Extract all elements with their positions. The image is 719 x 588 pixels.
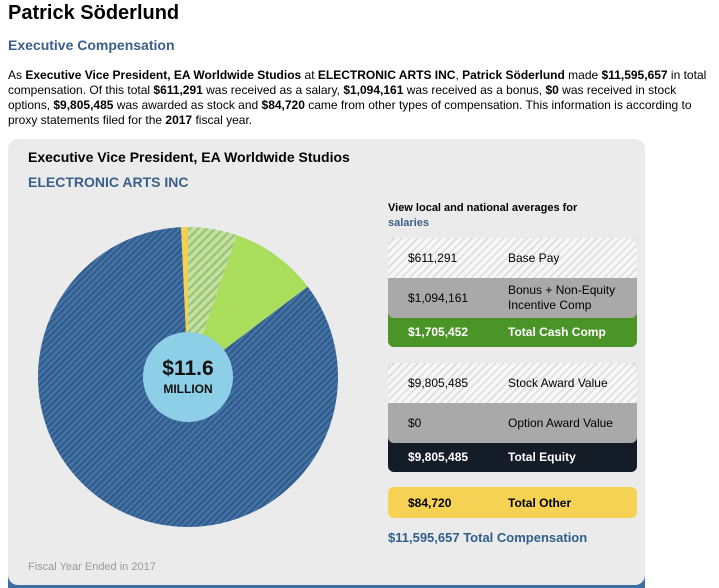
summary-total: $11,595,657 [601, 68, 668, 82]
bonus-row: $1,094,161 Bonus + Non-Equity Incentive … [388, 278, 637, 318]
summary-text: was awarded as stock and [113, 98, 262, 112]
section-heading: Executive Compensation [8, 37, 175, 53]
summary-company: ELECTRONIC ARTS INC [317, 68, 456, 82]
total-other-row: $84,720 Total Other [388, 487, 637, 518]
salaries-link[interactable]: salaries [388, 217, 429, 229]
option-award-label: Option Award Value [508, 415, 613, 430]
bonus-value: $1,094,161 [408, 290, 469, 305]
summary-text: at [301, 68, 318, 82]
card-job-title: Executive Vice President, EA Worldwide S… [28, 149, 350, 165]
total-compensation-value: $11,595,657 [388, 530, 460, 545]
averages-prompt-text: View local and national averages for [388, 202, 578, 214]
total-equity-row: $9,805,485 Total Equity [388, 443, 637, 472]
summary-text: was received as a bonus, [403, 83, 546, 97]
total-equity-value: $9,805,485 [408, 450, 469, 464]
card-company: ELECTRONIC ARTS INC [28, 174, 189, 190]
summary-text: , [455, 68, 463, 82]
total-compensation-label: Total Compensation [463, 530, 588, 545]
total-compensation: $11,595,657 Total Compensation [388, 530, 587, 546]
total-cash-row: $1,705,452 Total Cash Comp [388, 318, 637, 347]
pie-center-value: $11.6 [162, 357, 213, 380]
summary-text: made [564, 68, 602, 82]
summary-text: fiscal year. [192, 113, 253, 127]
stock-award-label: Stock Award Value [508, 375, 608, 390]
averages-prompt: View local and national averages for sal… [388, 201, 608, 231]
compensation-summary: As Executive Vice President, EA Worldwid… [8, 68, 714, 128]
person-name-title: Patrick Söderlund [8, 2, 180, 24]
summary-stock: $9,805,485 [53, 98, 114, 112]
summary-text: came from other types of compensation. T… [8, 98, 692, 127]
equity-compensation-table: $9,805,485 Stock Award Value $0 Option A… [388, 363, 637, 472]
stock-award-row: $9,805,485 Stock Award Value [388, 363, 637, 403]
total-other-value: $84,720 [408, 495, 452, 510]
total-cash-label: Total Cash Comp [508, 325, 606, 339]
option-award-value: $0 [408, 415, 422, 430]
total-equity-label: Total Equity [508, 450, 576, 464]
pie-center-circle [143, 332, 233, 422]
pie-center-unit: MILLION [163, 382, 212, 396]
stock-award-value: $9,805,485 [408, 375, 469, 390]
summary-person: Patrick Söderlund [462, 68, 565, 82]
pie-slice-bonus [188, 235, 308, 377]
summary-bonus: $1,094,161 [343, 83, 404, 97]
summary-other: $84,720 [261, 98, 305, 112]
summary-text: was received as a salary, [202, 83, 344, 97]
compensation-pie-chart: $11.6 MILLION [38, 227, 338, 527]
summary-salary: $611,291 [153, 83, 203, 97]
summary-text: in total compensation. Of this total [8, 68, 707, 97]
base-pay-value: $611,291 [408, 250, 458, 265]
base-pay-row: $611,291 Base Pay [388, 238, 637, 278]
bonus-label: Bonus + Non-Equity Incentive Comp [508, 283, 616, 312]
fiscal-year-note: Fiscal Year Ended in 2017 [28, 561, 156, 573]
compensation-card: Executive Vice President, EA Worldwide S… [8, 139, 645, 585]
summary-options: $0 [545, 83, 559, 97]
summary-text: was received in stock options, [8, 83, 677, 112]
summary-text: As [8, 68, 26, 82]
summary-job-title: Executive Vice President, EA Worldwide S… [25, 68, 302, 82]
base-pay-label: Base Pay [508, 250, 560, 265]
total-other-label: Total Other [508, 495, 572, 510]
total-cash-value: $1,705,452 [408, 325, 469, 339]
summary-fiscal-year: 2017 [165, 113, 193, 127]
cash-compensation-table: $611,291 Base Pay $1,094,161 Bonus + Non… [388, 238, 637, 347]
option-award-row: $0 Option Award Value [388, 403, 637, 443]
